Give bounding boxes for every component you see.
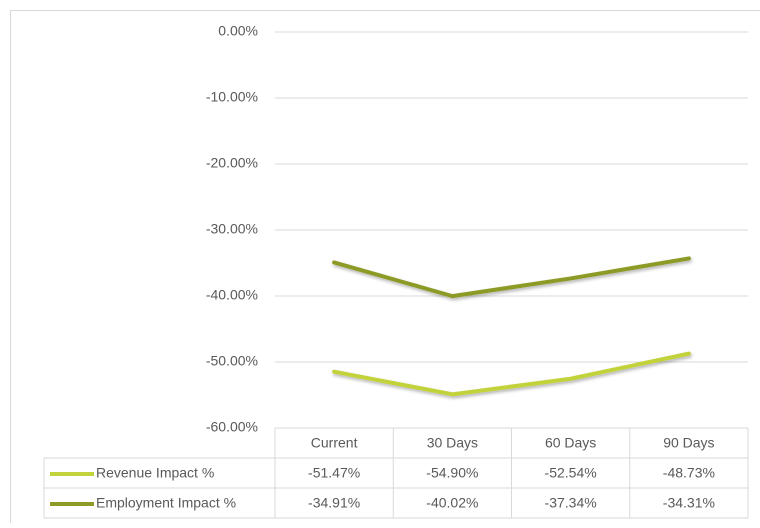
y-tick-label: -20.00% (206, 155, 258, 171)
table-value: -51.47% (308, 465, 360, 481)
series-line (334, 354, 689, 395)
x-tick-label: 90 Days (663, 435, 714, 451)
table-value: -48.73% (663, 465, 715, 481)
y-tick-label: -60.00% (206, 419, 258, 435)
series-line (334, 258, 689, 296)
table-value: -54.90% (426, 465, 478, 481)
table-value: -37.34% (545, 495, 597, 511)
table-value: -34.31% (663, 495, 715, 511)
legend-label: Revenue Impact % (96, 465, 214, 481)
y-tick-label: -50.00% (206, 353, 258, 369)
x-tick-label: 30 Days (427, 435, 478, 451)
x-tick-label: 60 Days (545, 435, 596, 451)
y-tick-label: -10.00% (206, 89, 258, 105)
table-value: -34.91% (308, 495, 360, 511)
y-tick-label: 0.00% (218, 23, 258, 39)
y-tick-label: -30.00% (206, 221, 258, 237)
table-value: -40.02% (426, 495, 478, 511)
table-value: -52.54% (545, 465, 597, 481)
y-tick-label: -40.00% (206, 287, 258, 303)
x-tick-label: Current (311, 435, 358, 451)
legend-label: Employment Impact % (96, 495, 236, 511)
